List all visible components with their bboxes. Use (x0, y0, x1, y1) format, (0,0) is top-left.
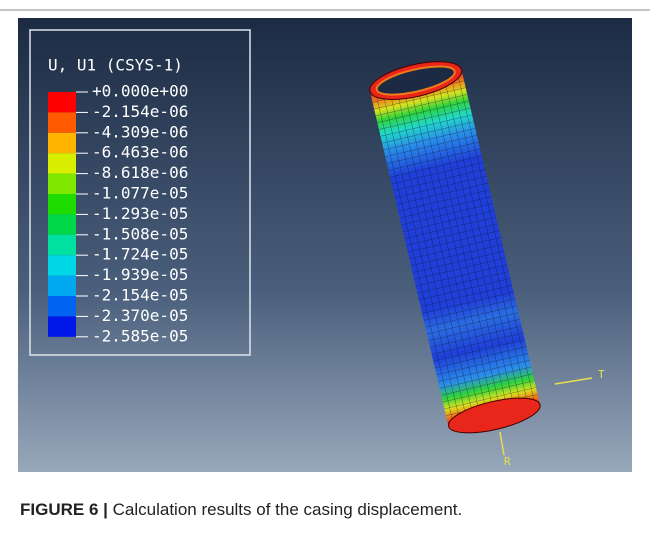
legend-swatch (48, 255, 76, 275)
t-axis-label: T (598, 368, 605, 381)
legend-label: -1.293e-05 (92, 204, 188, 223)
legend-swatch (48, 153, 76, 173)
r-axis-label: R (504, 455, 511, 468)
legend-swatch (48, 92, 76, 112)
legend-swatch (48, 235, 76, 255)
legend-swatch (48, 276, 76, 296)
legend-label: -1.077e-05 (92, 184, 188, 203)
legend-label: -4.309e-06 (92, 122, 188, 141)
caption-text: Calculation results of the casing displa… (113, 500, 463, 519)
legend-swatch (48, 316, 76, 336)
legend-swatch (48, 214, 76, 234)
legend-swatch (48, 112, 76, 132)
figure: U, U1 (CSYS-1) +0.000e+00-2.154e-06-4.30… (0, 0, 650, 535)
legend-label: -2.370e-05 (92, 306, 188, 325)
legend-label: -1.508e-05 (92, 224, 188, 243)
legend-label: -1.939e-05 (92, 265, 188, 284)
caption: FIGURE 6 | Calculation results of the ca… (20, 500, 462, 520)
page: {"figure": {"legend_title": "U, U1 (CSYS… (0, 0, 650, 535)
legend-swatch (48, 174, 76, 194)
legend-title: U, U1 (CSYS-1) (48, 56, 183, 75)
legend-label: -1.724e-05 (92, 245, 188, 264)
legend-swatch (48, 194, 76, 214)
legend-label: -2.154e-06 (92, 102, 188, 121)
legend-swatch (48, 296, 76, 316)
legend-label: +0.000e+00 (92, 82, 188, 101)
legend-label: -2.154e-05 (92, 286, 188, 305)
legend-label: -6.463e-06 (92, 143, 188, 162)
legend-label: -2.585e-05 (92, 326, 188, 345)
caption-label: FIGURE 6 | (20, 500, 108, 519)
legend-label: -8.618e-06 (92, 163, 188, 182)
legend-swatch (48, 133, 76, 153)
